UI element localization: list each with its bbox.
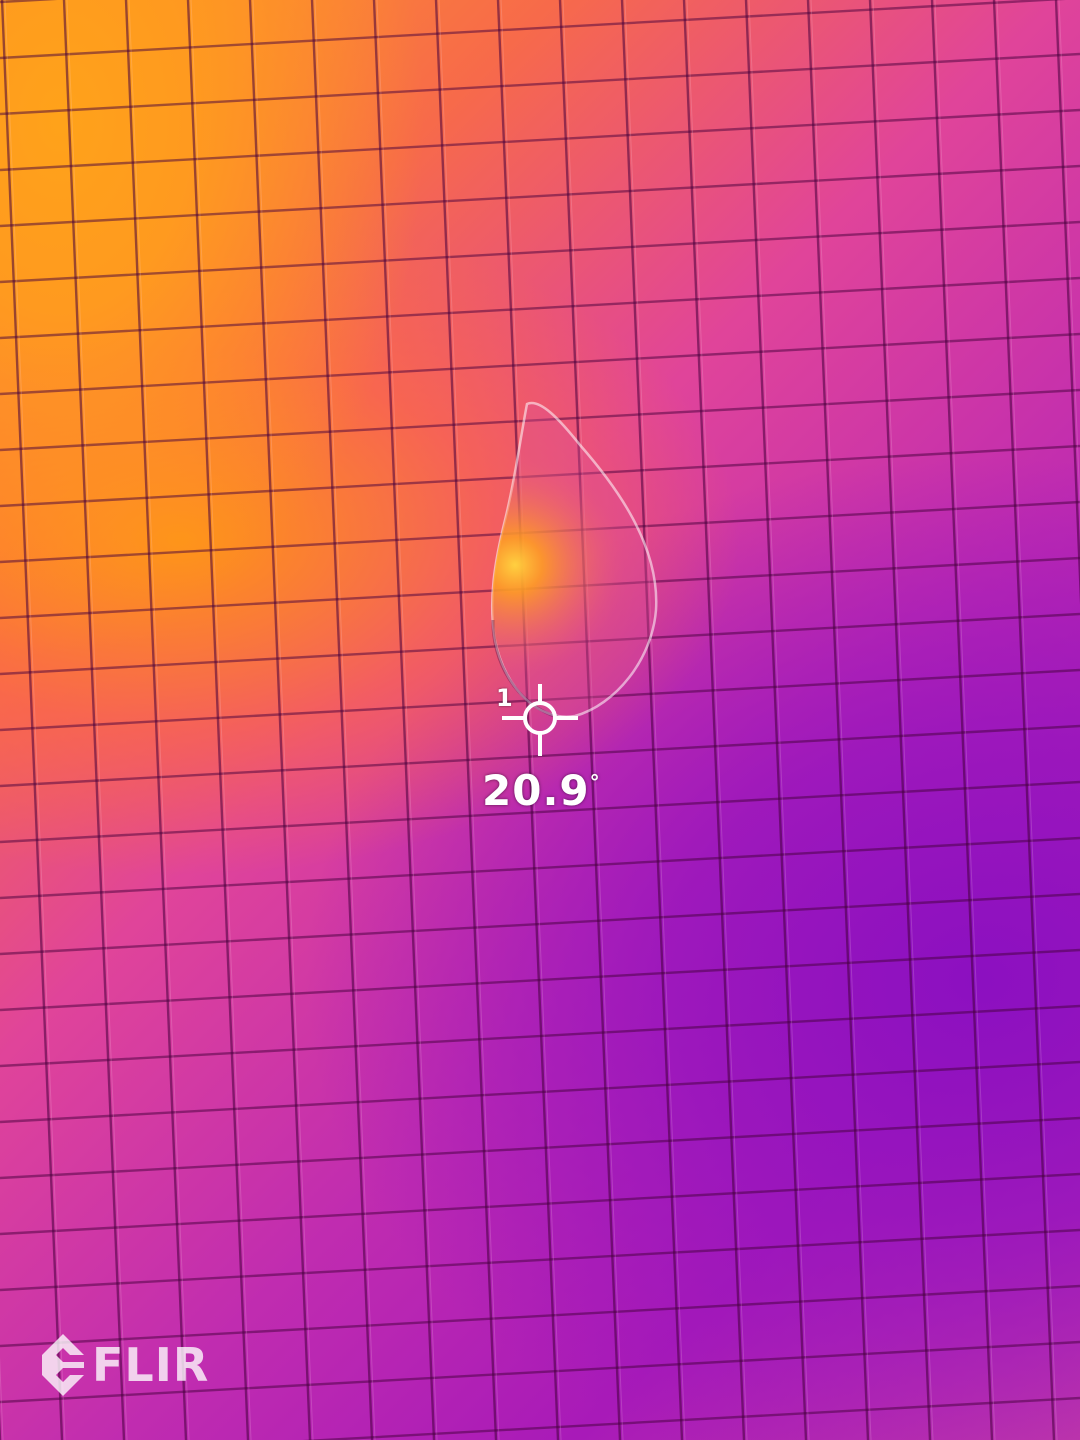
flir-logo-text: FLIR — [92, 1338, 210, 1392]
flir-diamond-icon — [42, 1334, 84, 1396]
crosshair-icon[interactable] — [496, 680, 580, 760]
spot-meter-index: 1 — [496, 684, 513, 712]
spot-temperature-readout: 20.9° — [482, 770, 601, 812]
temperature-value: 20.9 — [482, 766, 590, 815]
flir-logo: FLIR — [40, 1332, 209, 1398]
temperature-unit: ° — [589, 770, 601, 794]
